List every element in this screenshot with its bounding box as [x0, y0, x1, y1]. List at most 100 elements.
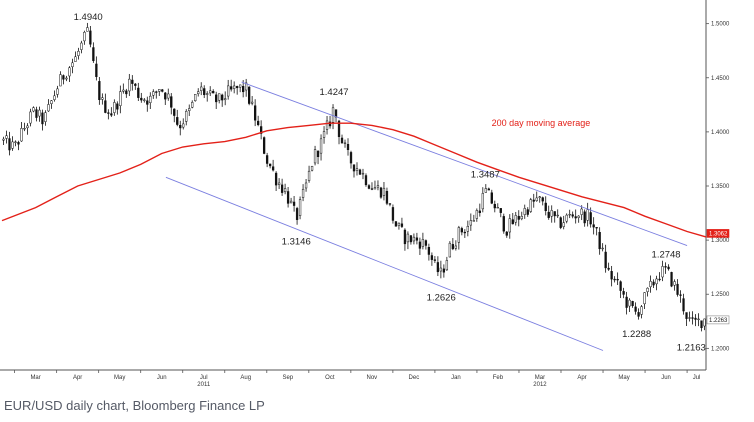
candle: [277, 178, 281, 189]
candle: [418, 237, 422, 256]
candle: [379, 186, 383, 199]
candle: [89, 25, 92, 48]
candle: [421, 232, 425, 250]
candle: [17, 140, 20, 151]
price-annotation: 1.2626: [427, 293, 456, 304]
candle: [137, 82, 140, 102]
candle: [625, 291, 628, 315]
candle: [427, 243, 431, 261]
ma-200-label: 200 day moving average: [492, 118, 591, 128]
candle: [538, 195, 541, 203]
candle: [637, 308, 640, 320]
candle: [670, 271, 673, 288]
candle: [631, 300, 634, 308]
candle: [274, 171, 278, 192]
candle: [8, 131, 11, 156]
candle: [14, 140, 17, 147]
candle: [457, 225, 461, 250]
candle: [415, 232, 419, 245]
price-annotation: 1.4940: [74, 12, 103, 23]
candle: [409, 234, 413, 245]
candle: [469, 213, 472, 231]
candle: [62, 74, 65, 85]
candle: [152, 89, 155, 99]
candle: [526, 207, 529, 217]
candle: [194, 94, 197, 102]
candle: [460, 226, 463, 236]
candles-layer: [2, 22, 706, 332]
chart-caption: EUR/USD daily chart, Bloomberg Finance L…: [4, 398, 265, 413]
candle: [355, 162, 359, 176]
candle: [20, 121, 23, 142]
candle: [295, 206, 299, 225]
candle: [227, 79, 230, 100]
candle: [50, 99, 53, 109]
candle: [280, 178, 284, 196]
candle: [613, 276, 616, 283]
candle: [158, 89, 161, 96]
price-tag-label: 1.2263: [709, 318, 728, 324]
candle: [463, 229, 466, 238]
candle: [161, 88, 164, 93]
candle: [155, 90, 158, 99]
candle: [107, 109, 110, 120]
candle: [436, 256, 440, 277]
candle: [445, 256, 449, 271]
candle: [197, 88, 200, 97]
candle: [634, 302, 637, 315]
candle: [74, 51, 77, 62]
candle: [373, 180, 377, 190]
candle: [212, 89, 215, 94]
candle: [595, 227, 598, 236]
y-tick-label: 1.3000: [711, 238, 730, 244]
candle: [364, 173, 368, 187]
candle: [619, 280, 622, 299]
candle: [125, 88, 128, 98]
candle: [352, 164, 356, 178]
candle: [412, 233, 416, 245]
candle: [283, 183, 287, 195]
candle: [35, 106, 38, 122]
x-tick-label: May: [618, 375, 629, 381]
candle: [209, 86, 212, 97]
candle: [478, 203, 481, 217]
candle: [122, 83, 125, 94]
candle: [337, 119, 341, 145]
candle: [535, 191, 538, 202]
candle: [433, 256, 437, 264]
candle: [128, 73, 131, 97]
candle: [652, 279, 655, 288]
candle: [574, 209, 577, 224]
candle: [286, 187, 290, 208]
candle: [562, 215, 565, 230]
candle: [253, 99, 257, 127]
candle: [322, 126, 326, 144]
price-annotation: 1.4247: [320, 87, 349, 98]
x-tick-label: May: [114, 375, 125, 381]
candle: [676, 279, 679, 297]
candle: [59, 71, 62, 87]
y-tick-label: 1.4500: [711, 76, 730, 82]
candle: [319, 134, 323, 161]
candle: [679, 290, 682, 303]
candle: [472, 214, 475, 222]
x-tick-label: Oct: [325, 375, 335, 381]
y-tick-label: 1.3500: [711, 184, 730, 190]
candle: [170, 93, 173, 115]
candle: [448, 241, 452, 258]
candle: [481, 187, 484, 213]
candle: [268, 163, 272, 169]
candle: [697, 313, 700, 327]
candle: [643, 292, 646, 310]
candle: [664, 262, 667, 274]
x-tick-label: Jan: [451, 375, 461, 381]
candle: [44, 110, 47, 126]
candle: [358, 168, 362, 175]
candle: [640, 305, 643, 319]
candle: [53, 90, 56, 102]
candle: [454, 240, 458, 251]
candle: [703, 318, 706, 331]
candle: [493, 200, 496, 213]
candle: [32, 106, 35, 113]
candle: [547, 205, 550, 220]
